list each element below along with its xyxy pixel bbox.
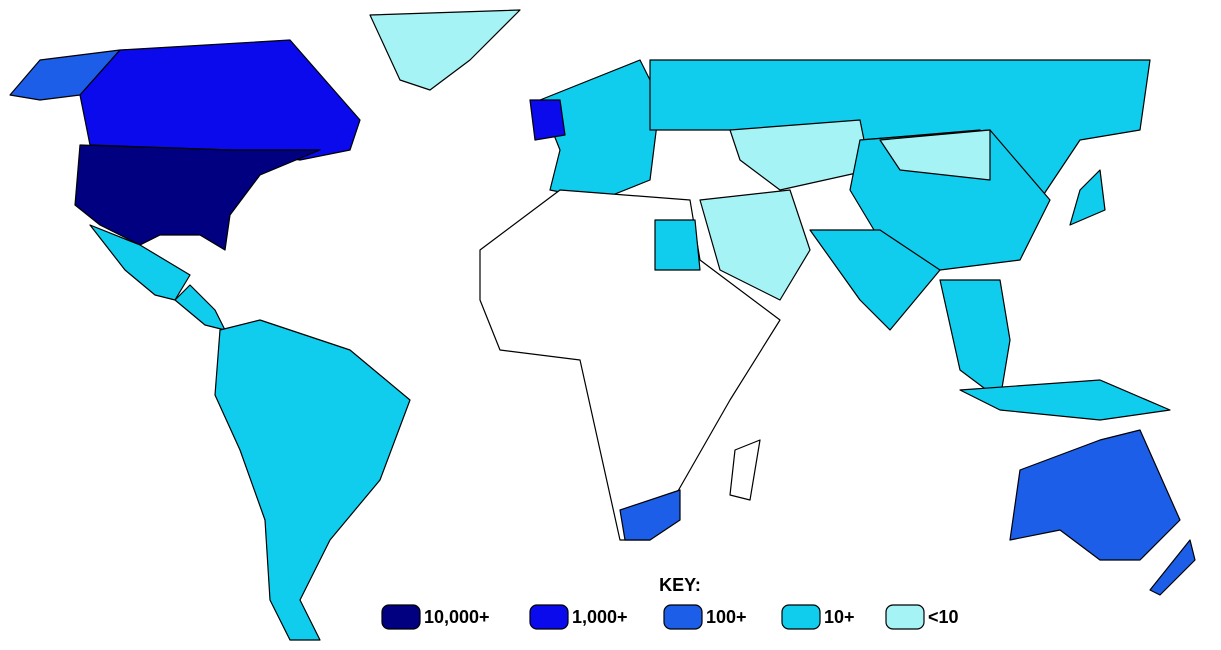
kazakhstan xyxy=(729,119,871,191)
europe xyxy=(539,59,661,201)
legend-label: 100+ xyxy=(706,607,747,627)
regions xyxy=(9,9,1196,641)
legend-swatch xyxy=(885,604,925,630)
central-america xyxy=(174,284,226,331)
usa xyxy=(74,144,321,251)
greenland xyxy=(369,9,521,91)
legend-label: 1,000+ xyxy=(572,607,628,627)
uk xyxy=(529,99,566,141)
mexico xyxy=(89,224,191,301)
madagascar xyxy=(729,439,761,501)
south-america xyxy=(214,319,411,641)
japan xyxy=(1069,169,1106,226)
indonesia xyxy=(959,379,1171,421)
legend-swatch xyxy=(781,604,821,630)
southeast-asia xyxy=(939,279,1011,401)
legend-swatch xyxy=(381,604,421,630)
canada xyxy=(79,39,361,161)
india xyxy=(809,229,941,331)
middle-east xyxy=(699,189,811,301)
legend-label: 10,000+ xyxy=(424,607,490,627)
legend-label: 10+ xyxy=(824,607,855,627)
legend-swatch xyxy=(529,604,569,630)
egypt xyxy=(654,219,701,271)
mongolia xyxy=(879,129,991,181)
new-zealand xyxy=(1149,539,1196,596)
south-africa xyxy=(619,489,681,541)
legend-title: KEY: xyxy=(659,575,701,595)
legend-swatch xyxy=(663,604,703,630)
legend-label: <10 xyxy=(928,607,959,627)
legend: 10,000+ 1,000+ 100+ 10+ <10 xyxy=(381,604,959,630)
australia xyxy=(1009,429,1181,561)
